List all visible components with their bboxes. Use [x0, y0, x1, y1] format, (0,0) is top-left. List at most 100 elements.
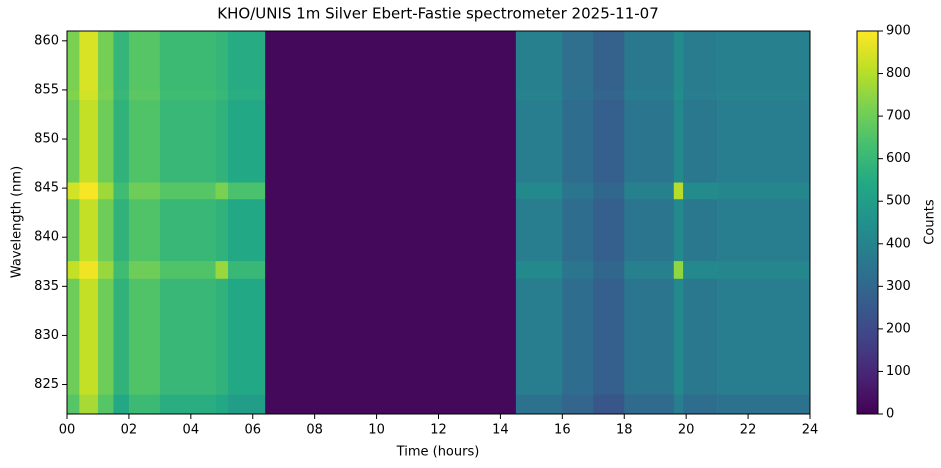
y-tick-label: 860 — [34, 33, 59, 48]
heatmap-cell — [683, 99, 718, 183]
colorbar-tick-label: 700 — [886, 109, 911, 124]
y-tick-label: 850 — [34, 132, 59, 147]
heatmap-cell — [227, 182, 266, 200]
heatmap-cell — [265, 198, 517, 262]
heatmap-cell — [67, 198, 80, 262]
heatmap-cell — [673, 99, 684, 183]
heatmap-cell — [562, 394, 594, 415]
heatmap-cell — [673, 394, 684, 415]
heatmap-cell — [79, 260, 99, 279]
x-tick-label: 20 — [678, 423, 695, 438]
heatmap-cell — [265, 394, 517, 415]
heatmap-cell — [215, 182, 229, 200]
heatmap-cell — [79, 31, 99, 91]
heatmap-cell — [97, 182, 114, 200]
heatmap-cell — [215, 278, 229, 395]
heatmap-cell — [215, 198, 229, 262]
heatmap-cell — [113, 89, 130, 101]
heatmap-cell — [67, 99, 80, 183]
heatmap-cell — [227, 260, 266, 279]
heatmap-cell — [717, 99, 811, 183]
heatmap-cell — [128, 278, 161, 395]
heatmap-cell — [215, 260, 229, 279]
heatmap — [67, 31, 811, 415]
heatmap-cell — [113, 260, 130, 279]
heatmap-cell — [215, 89, 229, 101]
heatmap-cell — [159, 278, 216, 395]
heatmap-cell — [159, 198, 216, 262]
heatmap-cell — [67, 89, 80, 101]
heatmap-cell — [128, 31, 161, 91]
heatmap-cell — [562, 260, 594, 279]
heatmap-cell — [159, 260, 216, 279]
heatmap-cell — [97, 31, 114, 91]
heatmap-cell — [113, 31, 130, 91]
y-tick-label: 855 — [34, 82, 59, 97]
heatmap-cell — [227, 99, 266, 183]
heatmap-cell — [128, 394, 161, 415]
heatmap-cell — [673, 31, 684, 91]
heatmap-cell — [593, 89, 625, 101]
y-tick-label: 835 — [34, 279, 59, 294]
x-tick-label: 16 — [554, 423, 571, 438]
heatmap-cell — [515, 182, 563, 200]
heatmap-cell — [717, 198, 811, 262]
heatmap-cell — [215, 99, 229, 183]
heatmap-cell — [683, 198, 718, 262]
x-tick-label: 08 — [306, 423, 323, 438]
heatmap-cell — [562, 31, 594, 91]
heatmap-cell — [159, 89, 216, 101]
heatmap-cell — [265, 89, 517, 101]
x-axis-label: Time (hours) — [396, 445, 480, 460]
heatmap-cell — [562, 99, 594, 183]
heatmap-cell — [717, 260, 811, 279]
x-tick-label: 22 — [740, 423, 757, 438]
heatmap-cell — [79, 182, 99, 200]
colorbar — [856, 30, 879, 415]
heatmap-cell — [683, 31, 718, 91]
heatmap-cell — [128, 99, 161, 183]
x-tick-label: 04 — [183, 423, 200, 438]
heatmap-cell — [97, 89, 114, 101]
colorbar-tick-label: 500 — [886, 194, 911, 209]
heatmap-cell — [67, 278, 80, 395]
heatmap-cell — [215, 31, 229, 91]
heatmap-cell — [717, 89, 811, 101]
x-tick-label: 00 — [59, 423, 76, 438]
heatmap-cell — [97, 260, 114, 279]
heatmap-cell — [227, 394, 266, 415]
heatmap-cell — [67, 260, 80, 279]
heatmap-cell — [515, 260, 563, 279]
heatmap-cell — [265, 278, 517, 395]
heatmap-cell — [593, 99, 625, 183]
heatmap-cell — [562, 89, 594, 101]
heatmap-cell — [673, 89, 684, 101]
heatmap-cell — [128, 89, 161, 101]
heatmap-cell — [159, 31, 216, 91]
heatmap-cell — [673, 198, 684, 262]
heatmap-cell — [227, 278, 266, 395]
heatmap-cell — [515, 394, 563, 415]
heatmap-cell — [79, 278, 99, 395]
heatmap-cell — [624, 89, 675, 101]
x-tick-label: 10 — [368, 423, 385, 438]
heatmap-cell — [128, 182, 161, 200]
colorbar-tick-label: 100 — [886, 364, 911, 379]
heatmap-cell — [717, 394, 811, 415]
heatmap-cell — [593, 182, 625, 200]
heatmap-cell — [159, 99, 216, 183]
x-tick-label: 06 — [244, 423, 261, 438]
heatmap-cell — [227, 89, 266, 101]
heatmap-cell — [67, 394, 80, 415]
colorbar-tick-label: 200 — [886, 321, 911, 336]
heatmap-cell — [159, 182, 216, 200]
heatmap-cell — [113, 198, 130, 262]
heatmap-cell — [683, 278, 718, 395]
heatmap-cell — [79, 99, 99, 183]
x-tick-label: 18 — [616, 423, 633, 438]
heatmap-cell — [593, 31, 625, 91]
heatmap-cell — [128, 198, 161, 262]
heatmap-cell — [515, 89, 563, 101]
colorbar-tick-label: 900 — [886, 24, 911, 39]
